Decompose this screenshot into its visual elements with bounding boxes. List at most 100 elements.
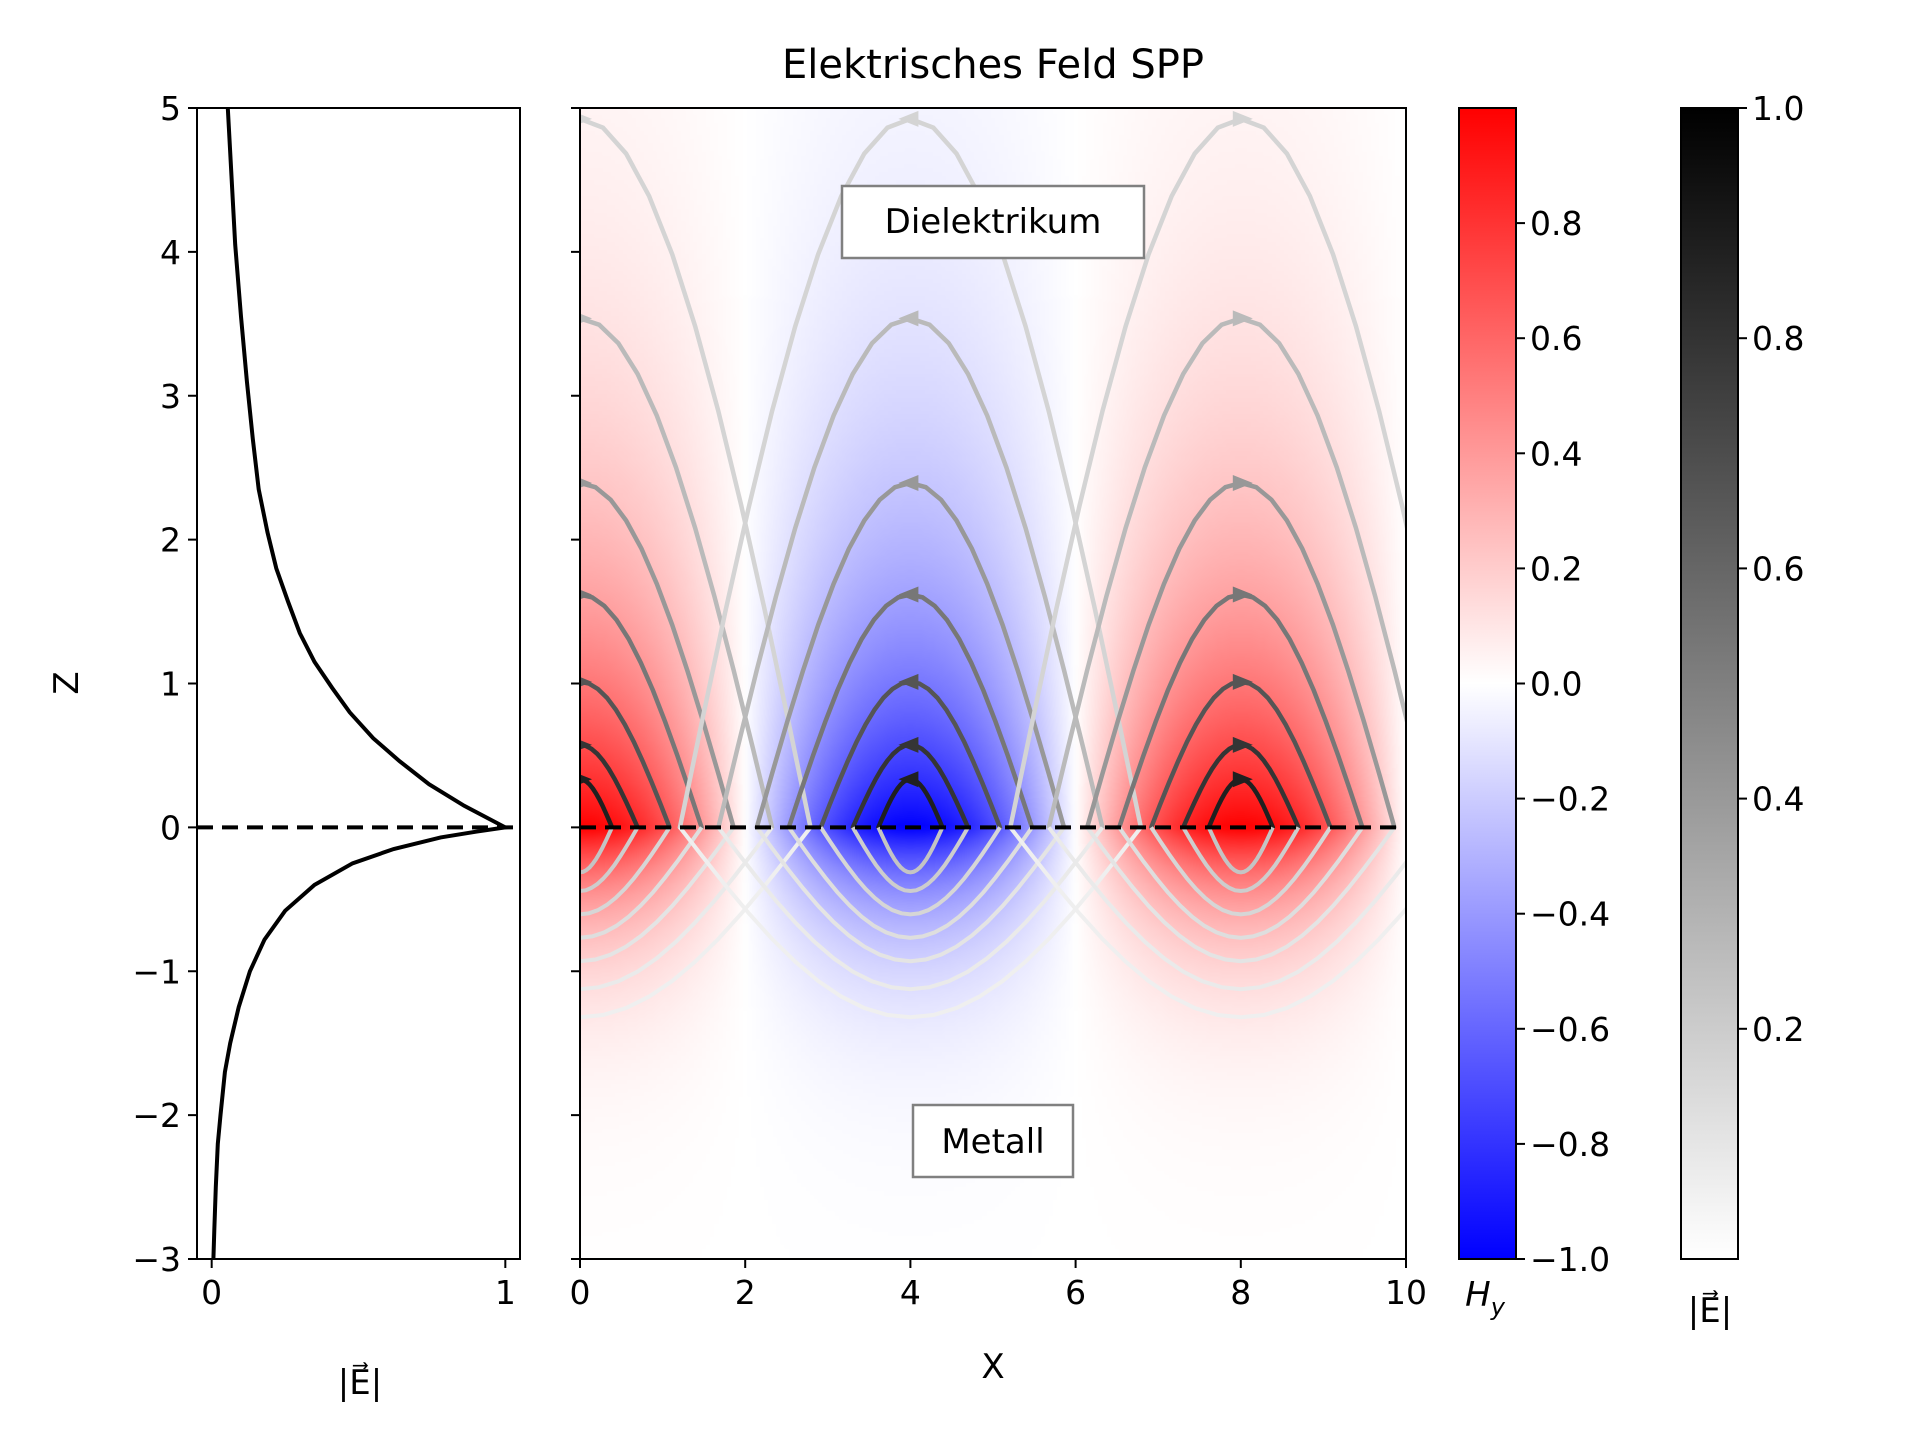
field-line-metal [580,826,640,894]
left-y-tick-label: −3 [132,1240,181,1279]
field-line-arrow [898,474,919,491]
electric-field-streamlines [580,110,1406,1020]
field-x-tick-label: 2 [735,1273,756,1312]
field-line-metal [580,826,614,875]
field-line-arrow [1232,474,1253,491]
field-line-metal [580,826,736,964]
field-x-tick-label: 0 [570,1273,591,1312]
field-line-arrow [580,740,592,750]
field-line-arrow [898,736,919,753]
metal-label: Metall [941,1122,1044,1162]
hy-colorbar-tick-label: −0.4 [1530,895,1610,934]
e-profile-line [211,108,512,1259]
dielectric-label: Dielektrikum [885,202,1102,242]
left-y-tick-label: 0 [160,808,181,847]
field-line-metal [1149,826,1333,917]
field-line-metal [1117,826,1365,940]
field-line-dielectric [580,742,640,830]
field-x-tick-label: 4 [900,1273,921,1312]
e-colorbar-tick-label: 0.2 [1752,1010,1804,1049]
field-line-dielectric [580,480,736,830]
hy-colorbar-tick-label: −0.6 [1530,1010,1610,1049]
hy-colorbar-tick-label: 0.4 [1530,434,1582,473]
field-line-metal [1047,826,1406,992]
field-line-metal [580,826,813,1020]
field-panel: 0 2 4 6 8 10 X Dielektrikum Metall [570,107,1427,1387]
field-line-arrow [1232,310,1253,327]
field-line-arrow [898,673,919,690]
hy-colorbar-gradient [1458,107,1517,1260]
hy-colorbar-tick-label: 0.8 [1530,204,1582,243]
field-x-ticks: 0 2 4 6 8 10 [570,1259,1427,1312]
hy-colorbar-tick-label: 0.2 [1530,549,1582,588]
hy-colorbar-tick-label: 0.6 [1530,319,1582,358]
field-line-metal [1085,826,1397,964]
field-line-dielectric [580,116,813,830]
left-y-axis-label: Z [47,671,87,694]
left-plot-area [197,108,520,1259]
e-colorbar-tick-label: 0.4 [1752,780,1804,819]
field-line-metal [580,826,672,917]
hy-colorbar: −1.0 −0.8 −0.6 −0.4 −0.2 0.0 0.2 0.4 0.6 0.8 Hy [1458,107,1610,1321]
field-line-metal [1008,826,1406,1020]
field-line-arrow [1232,110,1253,127]
left-x-tick-label: 0 [201,1273,222,1312]
e-colorbar-tick-label: 0.8 [1752,319,1804,358]
e-colorbar-tick-label: 0.6 [1752,549,1804,588]
field-line-arrow [580,114,592,124]
field-line-arrow [580,313,592,324]
left-x-axis-label: |E⃗| [338,1362,382,1403]
field-x-tick-label: 8 [1230,1273,1251,1312]
left-y-ticks: −3 −2 −1 0 1 2 3 4 5 [132,89,197,1279]
left-y-tick-label: 3 [160,377,181,416]
hy-field-heatmap [580,108,1406,1259]
hy-colorbar-ticks: −1.0 −0.8 −0.6 −0.4 −0.2 0.0 0.2 0.4 0.6 0.8 [1516,204,1610,1279]
left-y-tick-label: −2 [132,1096,181,1135]
left-y-tick-label: 4 [160,233,181,272]
field-line-arrow [1232,586,1253,603]
field-x-tick-label: 6 [1065,1273,1086,1312]
e-colorbar-label: |E⃗| [1688,1290,1732,1331]
field-line-metal [716,826,1104,992]
dielectric-label-box: Dielektrikum [840,184,1146,260]
chart-title: Elektrisches Feld SPP [782,42,1204,88]
field-line-dielectric [580,777,615,830]
field-x-axis-label: X [981,1347,1004,1387]
e-colorbar-gradient [1680,107,1739,1260]
field-x-tick-label: 10 [1385,1273,1427,1312]
field-line-dielectric [580,679,672,830]
field-line-metal [876,826,945,875]
hy-colorbar-tick-label: −1.0 [1530,1240,1610,1279]
field-line-arrow [898,586,919,603]
field-line-arrow [1232,771,1253,788]
left-x-tick-label: 1 [495,1273,516,1312]
field-line-metal [678,826,1143,1020]
field-line-dielectric [580,592,704,830]
field-line-metal [1181,826,1301,894]
hy-colorbar-tick-label: −0.2 [1530,780,1610,819]
left-y-tick-label: 5 [160,89,181,128]
field-line-metal [580,826,704,940]
field-line-metal [580,826,774,992]
field-line-arrow [898,110,919,127]
left-y-tick-label: 2 [160,521,181,560]
field-line-metal [1206,826,1275,875]
left-y-tick-label: 1 [160,665,181,704]
field-line-arrow [580,478,592,488]
field-line-arrow [898,771,919,788]
field-line-arrow [580,589,592,600]
field-line-metal [755,826,1066,964]
field-line-dielectric [580,316,775,830]
field-line-arrow [898,310,919,327]
left-plot-frame [196,107,521,1260]
hy-colorbar-label: Hy [1465,1275,1506,1321]
left-y-tick-label: −1 [132,952,181,991]
field-y-ticks [571,107,580,1260]
hy-colorbar-tick-label: 0.0 [1530,665,1582,704]
e-colorbar-tick-label: 1.0 [1752,89,1804,128]
e-colorbar-ticks: 0.2 0.4 0.6 0.8 1.0 [1738,89,1804,1049]
field-line-arrow [1232,673,1253,690]
